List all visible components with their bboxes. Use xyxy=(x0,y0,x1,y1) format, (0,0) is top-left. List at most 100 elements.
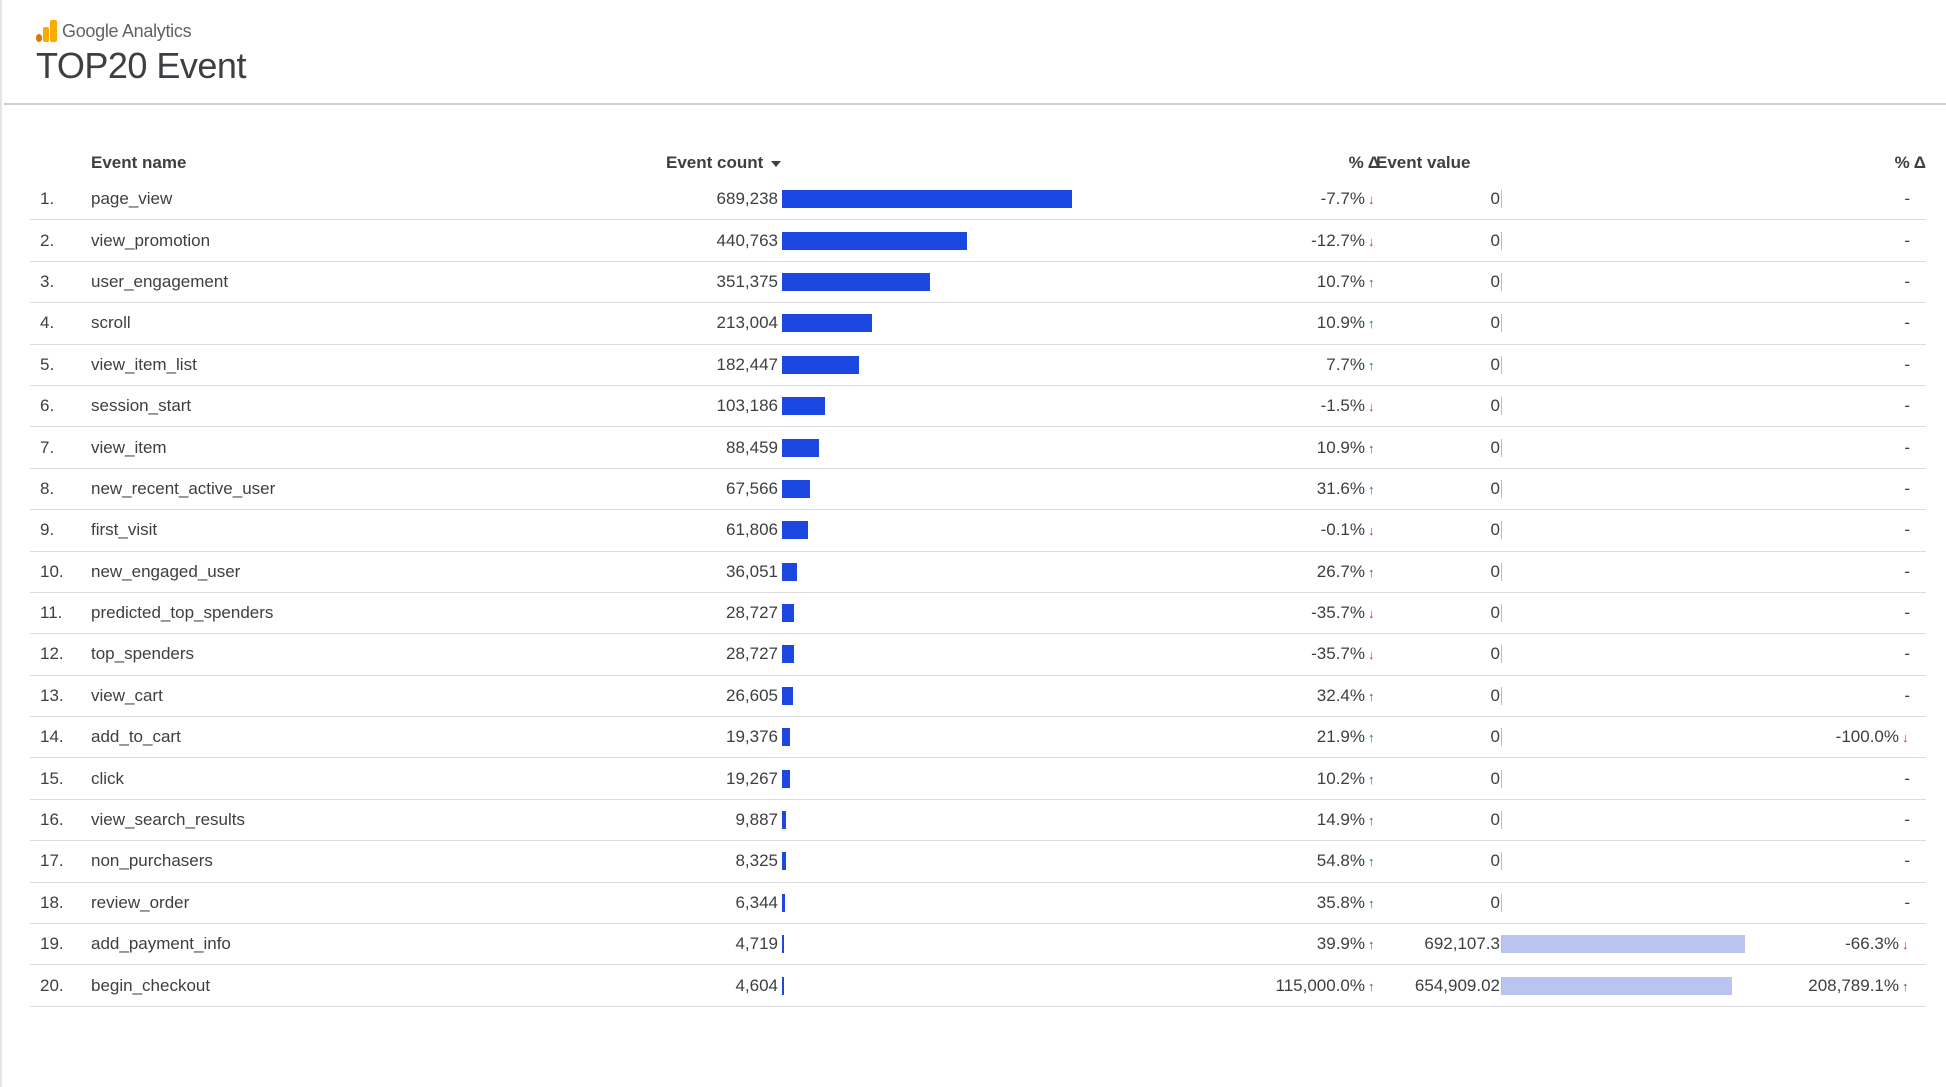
event-name: click xyxy=(91,768,125,788)
column-header-event-value[interactable]: Event value xyxy=(1376,153,1471,172)
event-count-bar xyxy=(782,769,791,788)
event-count: 28,727 xyxy=(726,603,778,623)
event-value-delta: -66.3% ↓ xyxy=(1845,934,1909,954)
table-row[interactable]: 11. predicted_top_spenders 28,727 -35.7% ↓ 0 - xyxy=(30,593,1926,635)
event-count-bar xyxy=(782,645,795,664)
row-index: 10. xyxy=(40,561,64,581)
event-count: 28,727 xyxy=(726,644,778,664)
table-row[interactable]: 12. top_spenders 28,727 -35.7% ↓ 0 - xyxy=(30,634,1926,676)
event-count-bar xyxy=(782,935,784,954)
event-count: 19,267 xyxy=(726,768,778,788)
arrow-down-icon: ↓ xyxy=(1368,399,1375,415)
event-count-bar xyxy=(782,272,930,291)
table-row[interactable]: 2. view_promotion 440,763 -12.7% ↓ 0 - xyxy=(30,220,1926,262)
event-value-axis xyxy=(1501,314,1502,333)
event-count-bar xyxy=(782,314,872,333)
event-name: non_purchasers xyxy=(91,851,213,871)
event-value-delta: - xyxy=(1904,561,1910,581)
table-row[interactable]: 4. scroll 213,004 10.9% ↑ 0 - xyxy=(30,303,1926,345)
table-row[interactable]: 5. view_item_list 182,447 7.7% ↑ 0 - xyxy=(30,345,1926,386)
event-value-axis xyxy=(1501,852,1502,871)
event-count: 88,459 xyxy=(726,437,778,457)
event-value: 0 xyxy=(1490,685,1500,705)
event-count-delta: -1.5% ↓ xyxy=(1320,396,1375,416)
row-index: 12. xyxy=(40,644,64,664)
table-row[interactable]: 18. review_order 6,344 35.8% ↑ 0 - xyxy=(30,883,1926,925)
event-value-axis xyxy=(1501,355,1502,374)
arrow-down-icon: ↓ xyxy=(1902,730,1909,746)
event-count: 19,376 xyxy=(726,727,778,747)
event-count: 9,887 xyxy=(735,810,778,830)
event-value: 692,107.3 xyxy=(1424,934,1500,954)
event-name: new_recent_active_user xyxy=(91,478,276,498)
event-value-delta: - xyxy=(1904,810,1910,830)
table-row[interactable]: 3. user_engagement 351,375 10.7% ↑ 0 - xyxy=(30,262,1926,304)
arrow-down-icon: ↓ xyxy=(1368,606,1375,622)
table-row[interactable]: 17. non_purchasers 8,325 54.8% ↑ 0 - xyxy=(30,841,1926,883)
event-count: 4,604 xyxy=(735,975,778,995)
event-value-bar xyxy=(1502,935,1745,954)
brand-name: Google Analytics xyxy=(62,20,192,41)
table-row[interactable]: 1. page_view 689,238 -7.7% ↓ 0 - xyxy=(30,179,1926,221)
event-value-axis xyxy=(1501,190,1502,209)
table-row[interactable]: 8. new_recent_active_user 67,566 31.6% ↑ 0 - xyxy=(30,469,1926,511)
sort-descending-icon xyxy=(771,160,782,167)
event-value-axis xyxy=(1501,562,1502,581)
event-value-axis xyxy=(1501,521,1502,540)
event-count-bar xyxy=(782,190,1072,209)
event-value-axis xyxy=(1501,976,1502,995)
table-row[interactable]: 16. view_search_results 9,887 14.9% ↑ 0 - xyxy=(30,800,1926,842)
event-value: 0 xyxy=(1490,520,1500,540)
table-row[interactable]: 7. view_item 88,459 10.9% ↑ 0 - xyxy=(30,427,1926,469)
table-row[interactable]: 19. add_payment_info 4,719 39.9% ↑ 692,107.3 -… xyxy=(30,924,1926,966)
event-count-delta: 35.8% ↑ xyxy=(1316,892,1375,912)
event-count-bar xyxy=(782,893,785,912)
event-value: 0 xyxy=(1490,230,1500,250)
column-header-value-delta[interactable]: % Δ xyxy=(1894,153,1926,172)
event-count-bar xyxy=(782,438,820,457)
event-value-delta: - xyxy=(1904,271,1910,291)
table-row[interactable]: 14. add_to_cart 19,376 21.9% ↑ 0 -100.0% ↓ xyxy=(30,717,1926,759)
event-count-bar xyxy=(782,521,808,540)
report-header: Google Analytics TOP20 Event xyxy=(36,18,246,86)
table-row[interactable]: 6. session_start 103,186 -1.5% ↓ 0 - xyxy=(30,386,1926,428)
table-row[interactable]: 9. first_visit 61,806 -0.1% ↓ 0 - xyxy=(30,510,1926,552)
event-count: 36,051 xyxy=(726,561,778,581)
event-value-axis xyxy=(1501,686,1502,705)
event-value: 0 xyxy=(1490,437,1500,457)
event-name: scroll xyxy=(91,313,131,333)
event-value-delta: - xyxy=(1904,354,1910,374)
event-count-delta: 14.9% ↑ xyxy=(1316,810,1375,830)
row-index: 16. xyxy=(40,810,64,830)
event-count-bar xyxy=(782,562,798,581)
table-row[interactable]: 13. view_cart 26,605 32.4% ↑ 0 - xyxy=(30,676,1926,718)
row-index: 9. xyxy=(40,520,55,540)
event-value: 0 xyxy=(1490,768,1500,788)
column-header-count-delta[interactable]: % Δ xyxy=(1348,153,1380,172)
event-value-axis xyxy=(1501,397,1502,416)
table-row[interactable]: 15. click 19,267 10.2% ↑ 0 - xyxy=(30,758,1926,800)
event-name: view_item_list xyxy=(91,354,197,374)
event-value-delta: - xyxy=(1904,520,1910,540)
event-value-delta: - xyxy=(1904,313,1910,333)
row-index: 5. xyxy=(40,354,55,374)
column-header-event-name[interactable]: Event name xyxy=(91,153,187,172)
event-name: page_view xyxy=(91,189,173,209)
page-title: TOP20 Event xyxy=(36,45,246,86)
row-index: 4. xyxy=(40,313,55,333)
event-value: 0 xyxy=(1490,313,1500,333)
table-row[interactable]: 10. new_engaged_user 36,051 26.7% ↑ 0 - xyxy=(30,552,1926,593)
arrow-up-icon: ↑ xyxy=(1368,357,1375,373)
arrow-down-icon: ↓ xyxy=(1368,647,1375,663)
event-value: 0 xyxy=(1490,396,1500,416)
table-row[interactable]: 20. begin_checkout 4,604 115,000.0% ↑ 654,909… xyxy=(30,965,1926,1007)
event-count-delta: -12.7% ↓ xyxy=(1311,230,1375,250)
column-header-event-count[interactable]: Event count xyxy=(666,153,782,173)
event-count-bar xyxy=(782,479,811,498)
event-value-axis xyxy=(1501,272,1502,291)
event-count: 67,566 xyxy=(726,478,778,498)
event-count-bar xyxy=(782,355,859,374)
event-count-bar xyxy=(782,604,795,623)
event-count-delta: 54.8% ↑ xyxy=(1316,851,1375,871)
arrow-up-icon: ↑ xyxy=(1368,688,1375,704)
